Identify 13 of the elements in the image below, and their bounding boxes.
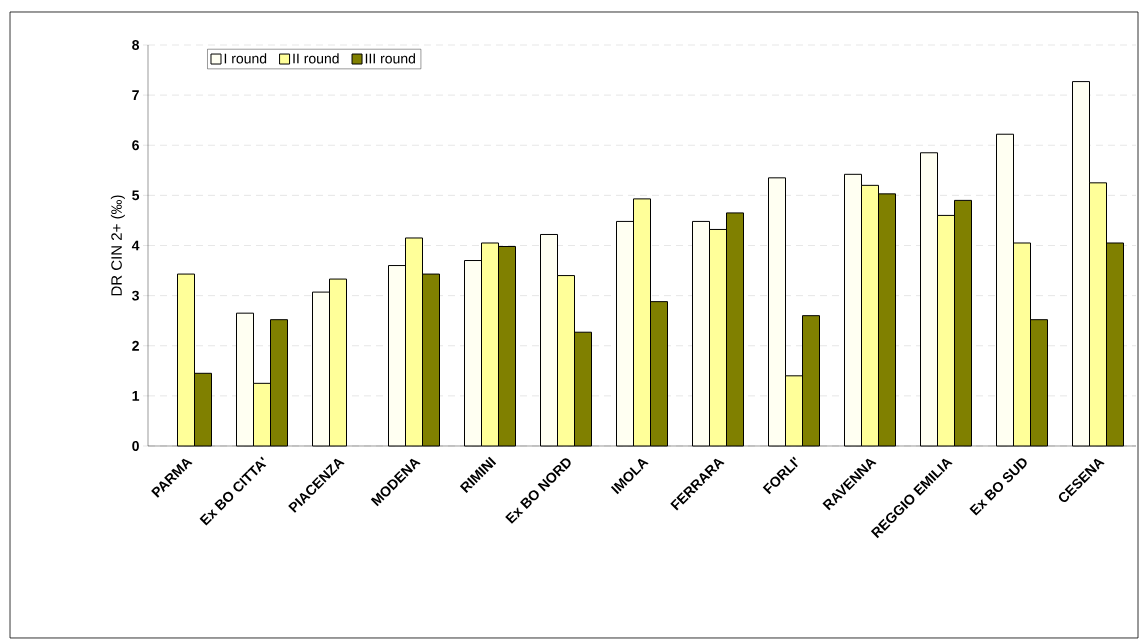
y-tick-label: 2 <box>132 340 139 351</box>
y-axis-title: DR CIN 2+ (‰) <box>110 195 125 296</box>
y-tick-label: 1 <box>132 391 140 401</box>
y-tick-label: 0 <box>132 441 139 451</box>
y-tick-label: 7 <box>132 90 139 100</box>
legend-label: III round <box>365 53 415 64</box>
y-tick-label: 3 <box>132 290 139 301</box>
y-tick-label: 5 <box>132 190 140 201</box>
legend-label: II round <box>293 53 339 64</box>
y-tick-label: 4 <box>131 240 140 251</box>
legend-label: I round <box>224 53 267 64</box>
y-tick-label: 8 <box>132 40 140 50</box>
y-tick-label: 6 <box>132 140 139 151</box>
